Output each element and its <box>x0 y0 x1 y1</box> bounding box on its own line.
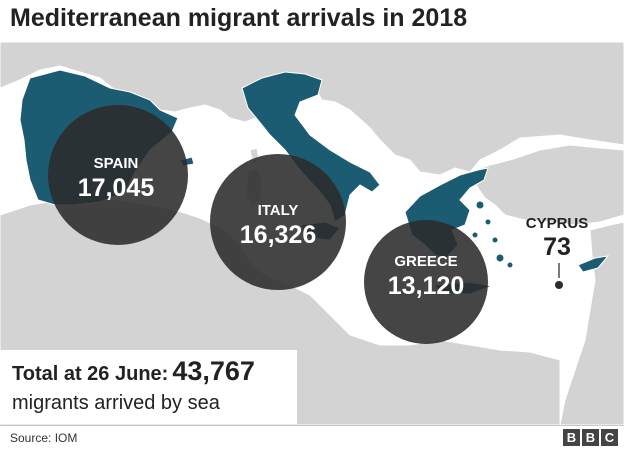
country-greece-island <box>491 236 499 244</box>
country-cyprus <box>577 255 610 273</box>
bubble-spain <box>48 105 188 245</box>
label-italy-name: ITALY <box>258 202 299 219</box>
country-italy <box>241 71 381 223</box>
bbc-logo-letter: B <box>563 429 580 446</box>
bbc-logo-letter: C <box>601 429 618 446</box>
total-value: 43,767 <box>172 356 255 386</box>
label-greece-value: 13,120 <box>388 272 464 300</box>
land-levant <box>559 221 625 426</box>
label-greece-name: GREECE <box>394 253 457 270</box>
total-box: Total at 26 June: 43,767 migrants arrived… <box>0 350 297 424</box>
country-greece-island <box>471 231 479 239</box>
bbc-logo-letter: B <box>582 429 599 446</box>
bubble-italy <box>210 154 346 290</box>
country-greece-island <box>475 200 485 210</box>
total-line: Total at 26 June: 43,767 <box>12 356 255 387</box>
bbc-logo: B B C <box>563 429 618 446</box>
country-greece-island <box>495 253 505 263</box>
label-spain-value: 17,045 <box>78 174 155 202</box>
country-greece-island <box>484 218 492 226</box>
label-spain-name: SPAIN <box>94 155 139 172</box>
total-subtext: migrants arrived by sea <box>12 392 220 414</box>
bubble-cyprus <box>555 281 563 289</box>
labels: SPAIN 17,045 ITALY 16,326 GREECE 13,120 … <box>78 155 588 300</box>
total-label: Total at 26 June: <box>12 363 169 385</box>
source-note: Source: IOM <box>10 431 78 445</box>
bubble-greece <box>364 220 488 344</box>
label-cyprus-value: 73 <box>543 233 571 261</box>
land-turkey <box>469 144 625 226</box>
label-cyprus-name: CYPRUS <box>526 215 589 232</box>
bubbles <box>48 105 563 344</box>
chart-title: Mediterranean migrant arrivals in 2018 <box>10 4 468 32</box>
label-italy-value: 16,326 <box>240 221 316 249</box>
country-greece-island <box>506 261 514 269</box>
footer-divider <box>0 425 624 426</box>
